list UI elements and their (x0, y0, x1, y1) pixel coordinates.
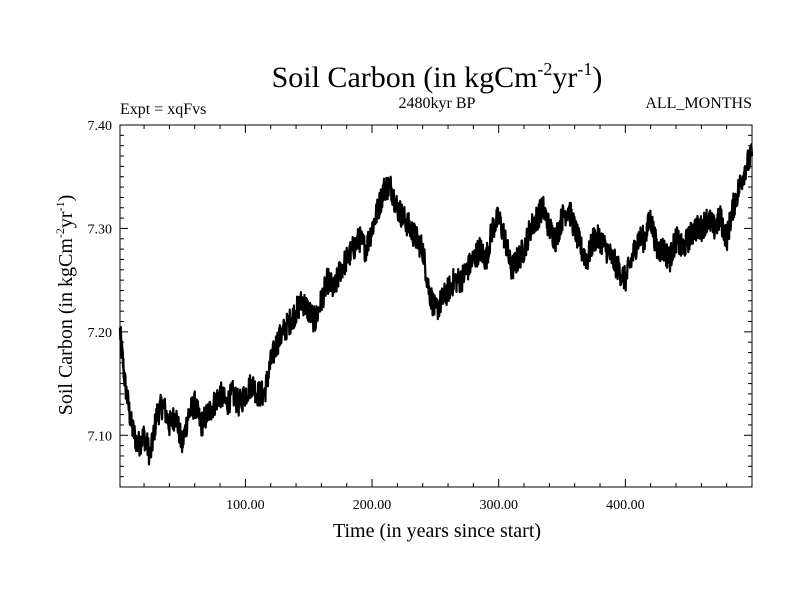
y-tick-label: 7.40 (88, 119, 113, 134)
x-tick-label: 300.00 (479, 498, 518, 513)
y-tick-label: 7.10 (88, 429, 113, 444)
y-tick-label: 7.30 (88, 222, 113, 237)
series-line (118, 143, 754, 466)
x-tick-label: 400.00 (606, 498, 645, 513)
y-tick-label: 7.20 (88, 326, 113, 341)
x-axis-label: Time (in years since start) (333, 520, 541, 542)
plot-frame (119, 124, 753, 488)
x-tick-label: 100.00 (226, 498, 265, 513)
chart-title: Soil Carbon (in kgCm-2yr-1) (272, 59, 603, 94)
x-tick-label: 200.00 (353, 498, 392, 513)
y-axis-label: Soil Carbon (in kgCm-2yr-1) (53, 195, 77, 416)
period-label: 2480kyr BP (399, 95, 476, 112)
months-label: ALL_MONTHS (645, 95, 752, 112)
experiment-label: Expt = xqFvs (120, 101, 206, 118)
